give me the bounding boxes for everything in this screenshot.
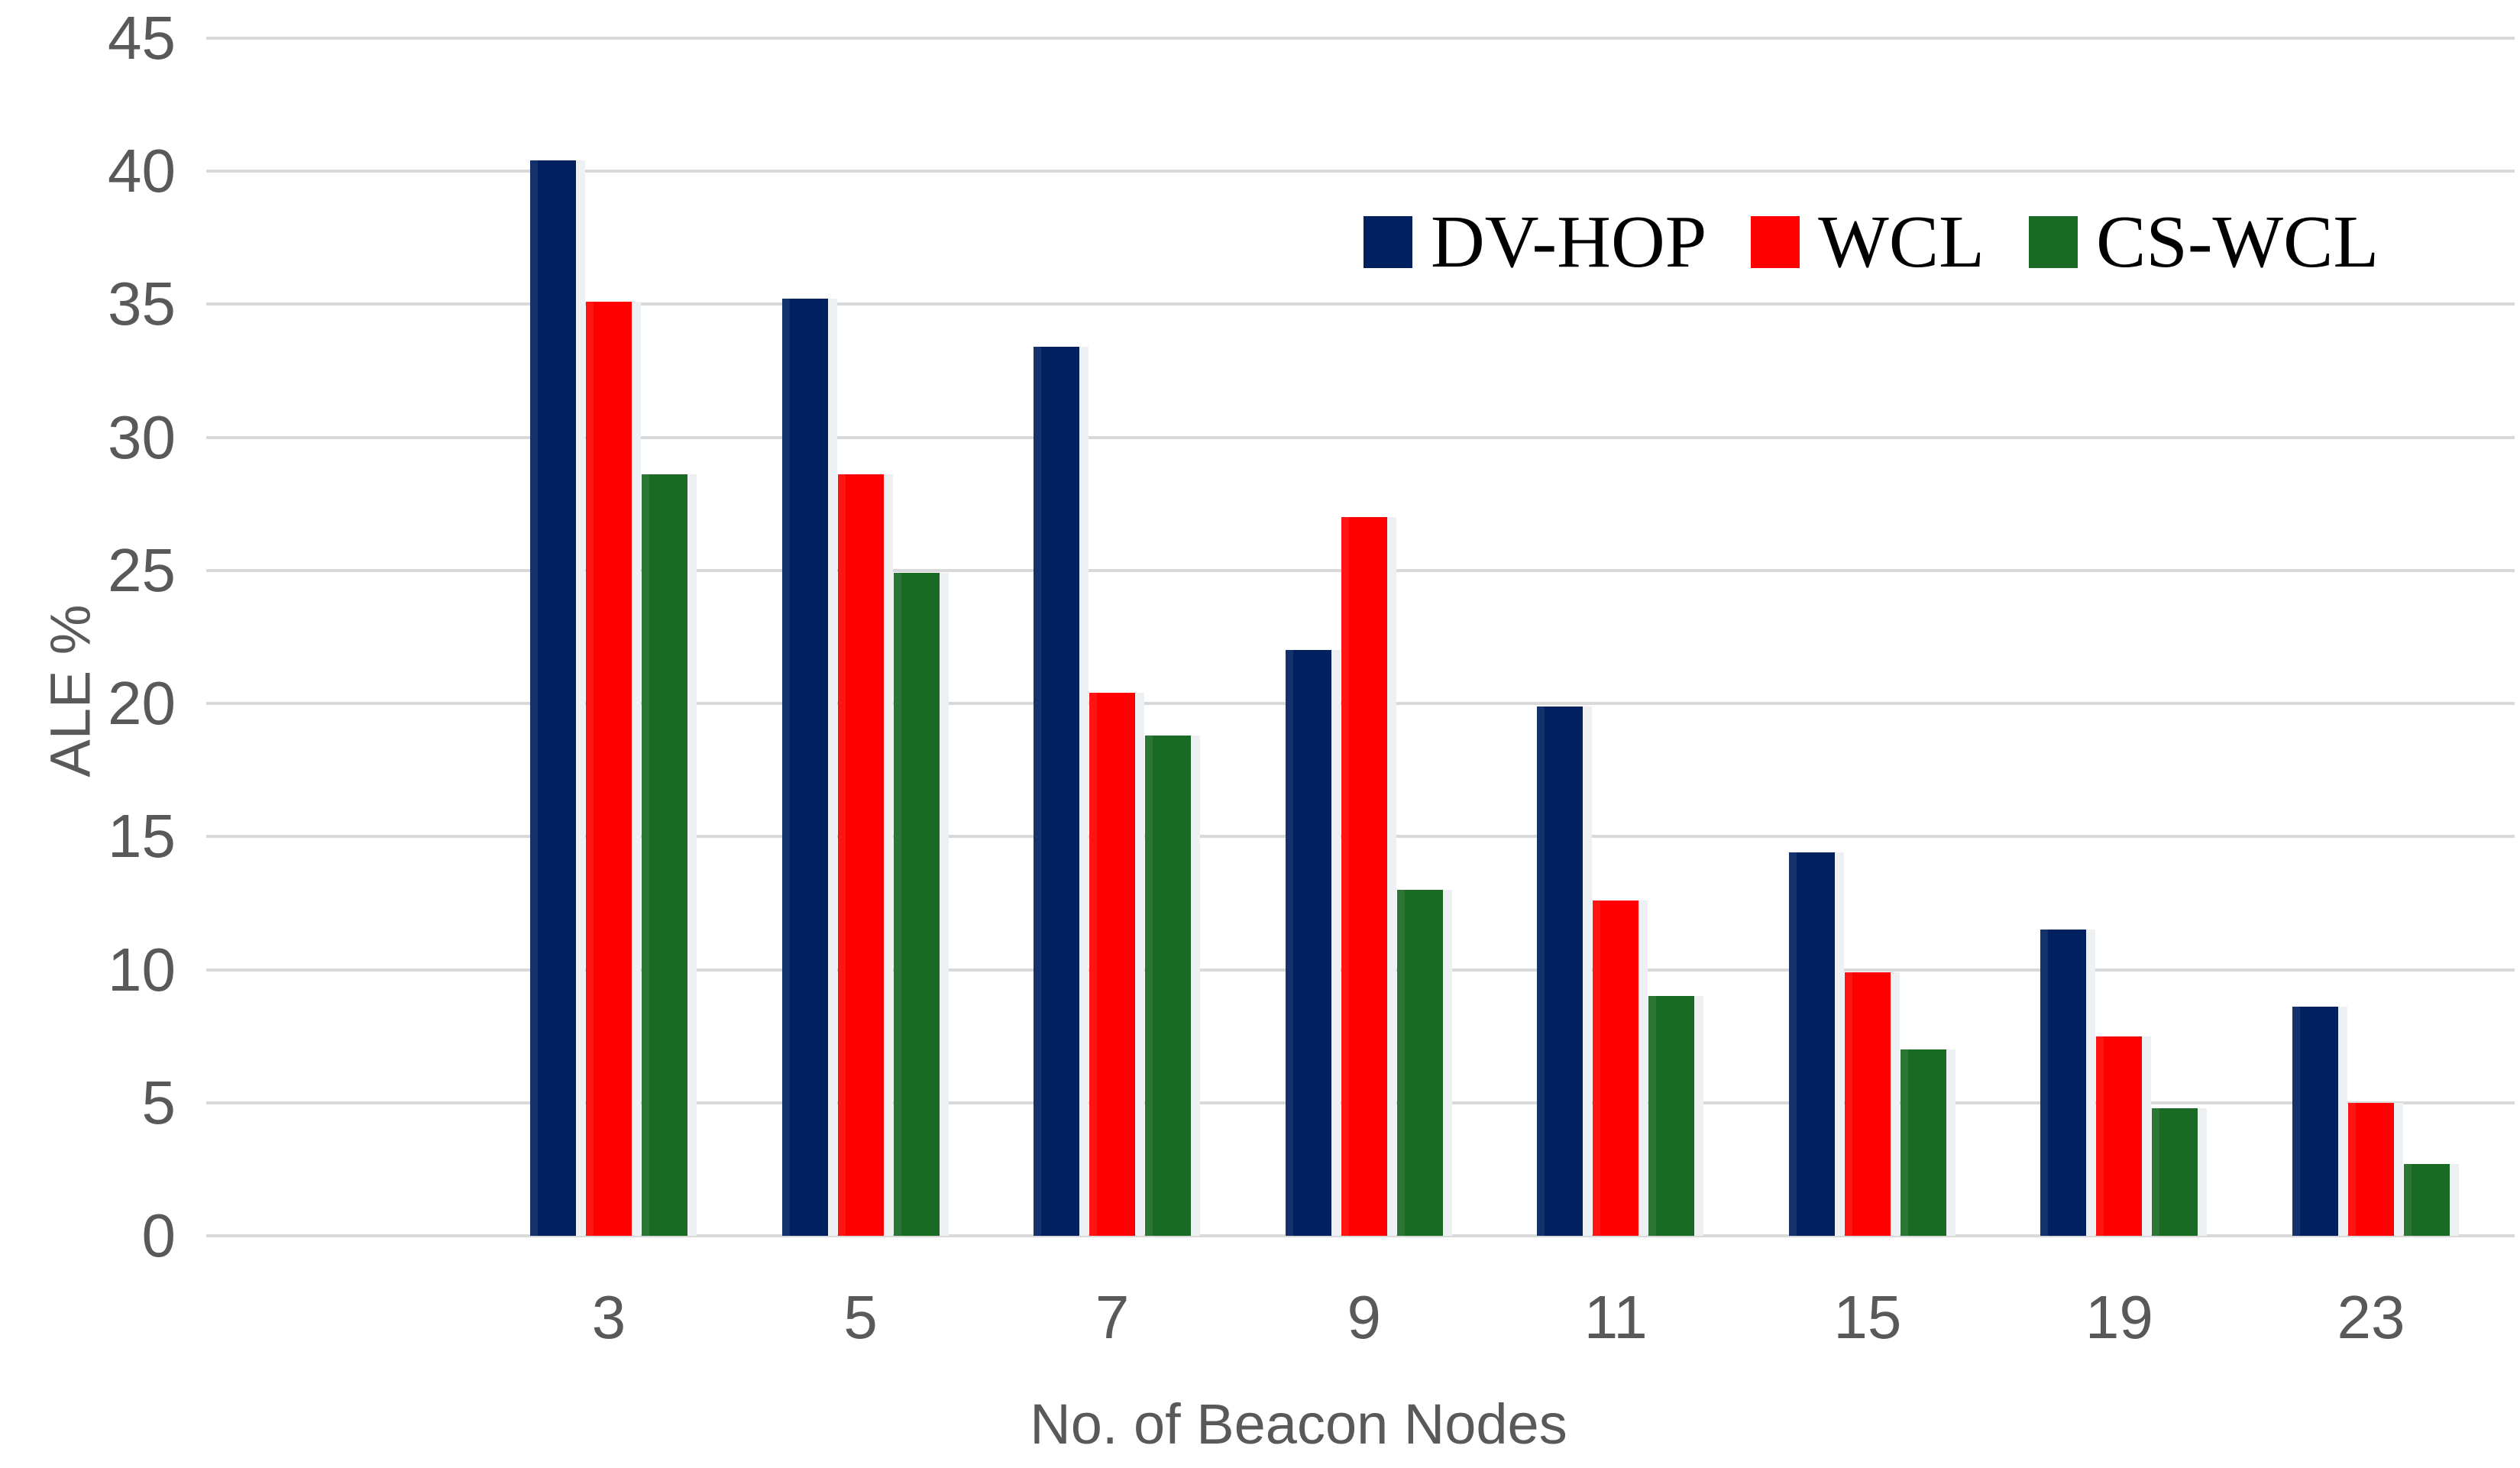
bar-cs-wcl-5 (893, 573, 940, 1236)
legend-swatch-wcl (1751, 216, 1800, 268)
legend-item-dv-hop: DV-HOP (1364, 205, 1706, 280)
bar-dv-hop-11 (1537, 706, 1583, 1236)
bar-cs-wcl-7 (1145, 735, 1192, 1236)
y-tick-label-25: 25 (108, 535, 176, 604)
bar-dv-hop-7 (1034, 347, 1080, 1236)
x-tick-label-15: 15 (1833, 1283, 1902, 1351)
x-tick-label-11: 11 (1583, 1283, 1648, 1351)
x-tick-label-7: 7 (1095, 1283, 1130, 1351)
gridline-0 (206, 1234, 2515, 1237)
legend-item-cs-wcl: CS-WCL (2028, 201, 2379, 283)
bar-wcl-19 (2096, 1036, 2143, 1236)
bar-dv-hop-15 (1788, 852, 1835, 1236)
bar-wcl-9 (1341, 517, 1387, 1236)
bar-cs-wcl-9 (1396, 890, 1443, 1236)
legend-item-wcl: WCL (1751, 205, 1985, 280)
bar-cs-wcl-19 (2152, 1107, 2198, 1236)
bar-cs-wcl-23 (2403, 1163, 2450, 1236)
x-tick-label-9: 9 (1347, 1283, 1381, 1351)
bar-dv-hop-9 (1285, 650, 1331, 1236)
legend: DV-HOP WCL CS-WCL (1364, 205, 2379, 280)
gridline-45 (206, 37, 2515, 40)
bar-wcl-3 (586, 301, 632, 1236)
bar-dv-hop-23 (2292, 1007, 2338, 1236)
legend-swatch-cs-wcl (2028, 216, 2078, 268)
y-tick-label-5: 5 (141, 1068, 176, 1137)
legend-swatch-dv-hop (1364, 216, 1412, 268)
bar-wcl-7 (1089, 693, 1136, 1236)
y-axis-title: ALE % (38, 604, 102, 778)
bar-cs-wcl-11 (1648, 996, 1695, 1236)
x-axis-title: No. of Beacon Nodes (1030, 1392, 1567, 1456)
legend-label-wcl: WCL (1818, 201, 1985, 283)
bar-wcl-15 (1844, 972, 1891, 1236)
y-tick-label-15: 15 (108, 802, 176, 871)
y-tick-label-30: 30 (108, 403, 176, 471)
bar-dv-hop-3 (530, 160, 576, 1236)
gridline-30 (206, 435, 2515, 439)
legend-label-cs-wcl: CS-WCL (2095, 201, 2379, 283)
x-tick-label-23: 23 (2337, 1283, 2405, 1351)
bar-wcl-5 (837, 474, 884, 1236)
bar-cs-wcl-3 (642, 474, 687, 1236)
y-tick-label-45: 45 (108, 4, 176, 72)
bar-dv-hop-5 (781, 299, 828, 1236)
y-tick-label-40: 40 (108, 137, 176, 205)
x-tick-label-19: 19 (2085, 1283, 2153, 1351)
bar-wcl-11 (1593, 900, 1639, 1236)
x-tick-label-3: 3 (591, 1283, 626, 1351)
y-tick-label-35: 35 (108, 270, 176, 338)
bar-cs-wcl-15 (1900, 1049, 1946, 1236)
y-tick-label-20: 20 (108, 669, 176, 738)
y-tick-label-10: 10 (108, 935, 176, 1004)
bar-wcl-23 (2347, 1102, 2394, 1236)
gridline-35 (206, 302, 2515, 306)
bar-dv-hop-19 (2040, 930, 2087, 1236)
gridline-40 (206, 170, 2515, 173)
x-tick-label-5: 5 (843, 1283, 878, 1351)
y-tick-label-0: 0 (141, 1201, 176, 1269)
legend-label-dv-hop: DV-HOP (1431, 201, 1707, 283)
